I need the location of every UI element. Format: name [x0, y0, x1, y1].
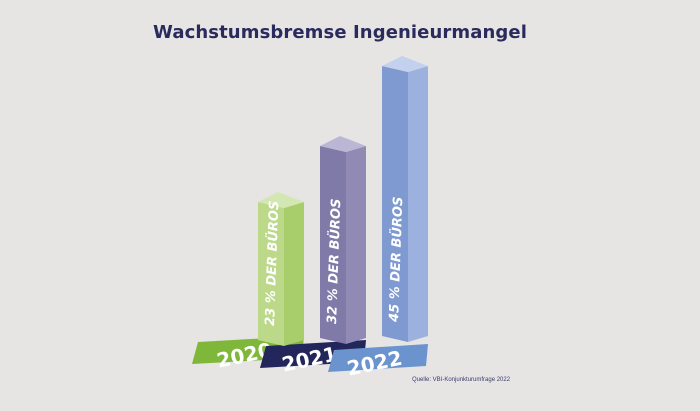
bar-top-2022 — [382, 56, 428, 72]
year-plate-2022 — [328, 344, 428, 372]
bar-top-2020 — [258, 192, 304, 208]
bar-front-2022 — [382, 66, 408, 342]
bar-label-2022: 45 % DER BÜROS — [386, 196, 406, 323]
bar-side-2022 — [408, 66, 428, 342]
bar-front-2020 — [258, 202, 284, 346]
chart-title: Wachstumsbremse Ingenieurmangel — [153, 22, 527, 43]
bar-front-2021 — [320, 146, 346, 344]
bar-side-2021 — [346, 146, 366, 344]
source-note: Quelle: VBI-Konjunkturumfrage 2022 — [412, 377, 511, 383]
bar-top-2021 — [320, 136, 366, 152]
bar-side-2020 — [284, 202, 304, 346]
bar-label-2021: 32 % DER BÜROS — [324, 198, 344, 324]
bar-label-2020: 23 % DER BÜROS — [262, 200, 282, 326]
